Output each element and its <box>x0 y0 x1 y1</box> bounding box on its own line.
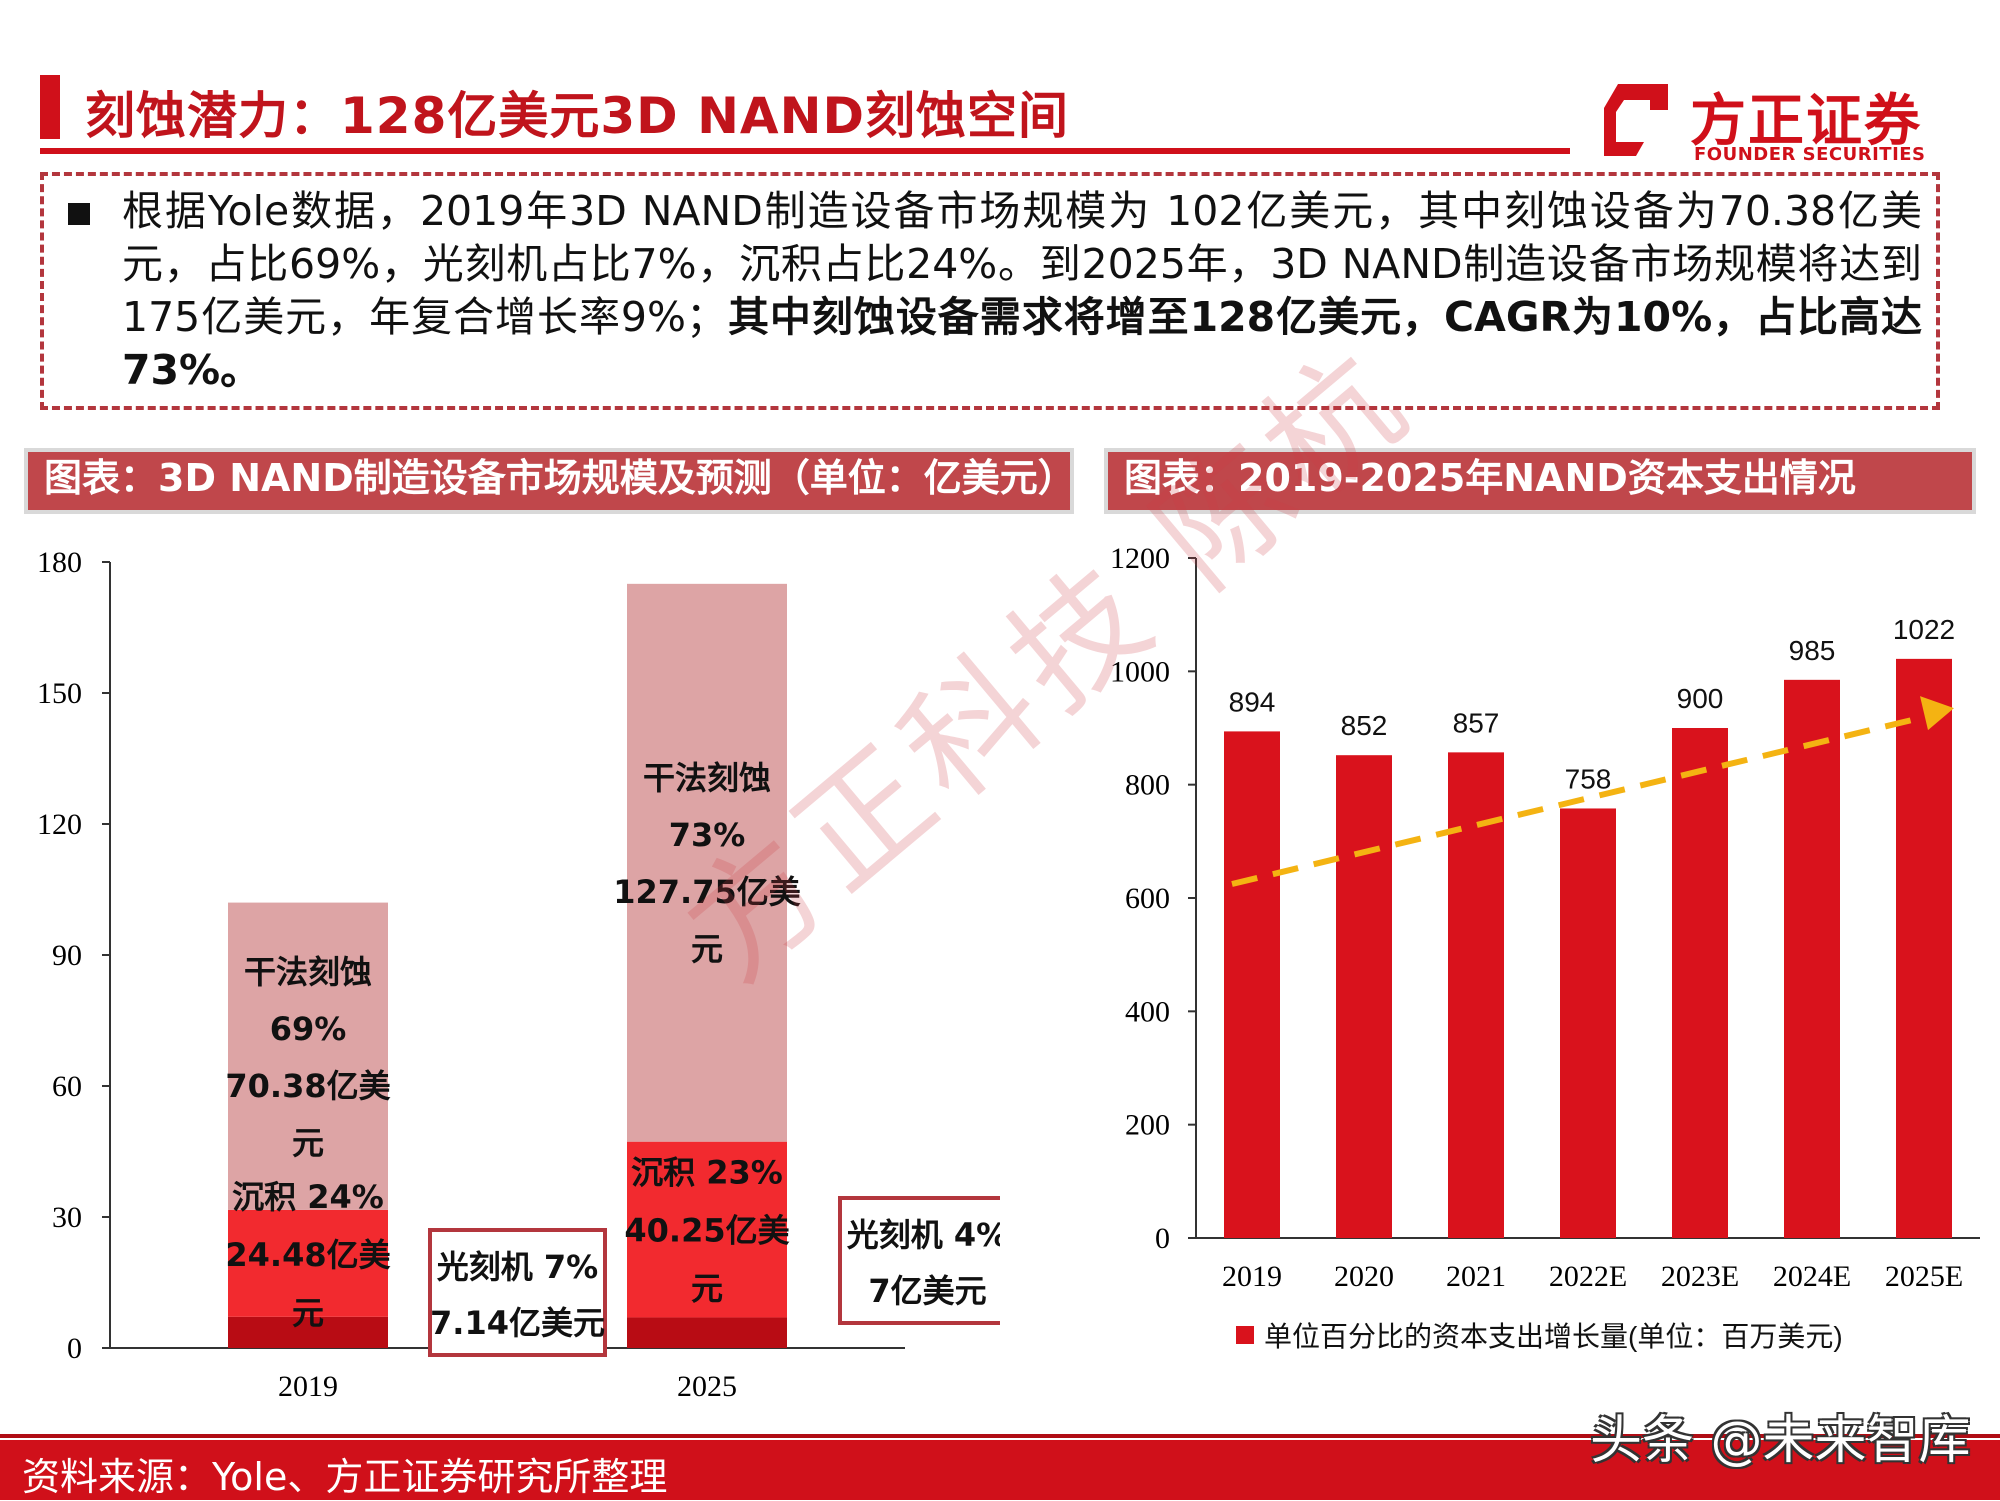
x-tick-label: 2025E <box>1885 1260 1963 1293</box>
lithography-callout-box <box>838 1196 1000 1325</box>
bullet-square-icon <box>68 203 90 225</box>
bar-value-label: 900 <box>1677 683 1724 714</box>
x-tick-label: 2021 <box>1446 1260 1506 1293</box>
bar-segment-光刻机 <box>228 1316 388 1348</box>
summary-paragraph: 根据Yole数据，2019年3D NAND制造设备市场规模为 102亿美元，其中… <box>122 185 1922 397</box>
deposition-data-label: 24.48亿美 <box>225 1236 390 1274</box>
lithography-callout-label: 光刻机 4% <box>847 1216 1000 1254</box>
capex-bar <box>1560 808 1616 1238</box>
bar-segment-干法刻蚀 <box>627 583 787 1142</box>
y-tick-label: 30 <box>52 1201 82 1234</box>
capex-bar <box>1896 658 1952 1238</box>
summary-box <box>40 172 1940 410</box>
bar-segment-干法刻蚀 <box>228 902 388 1210</box>
etch-data-label: 干法刻蚀 <box>244 953 372 991</box>
y-tick-label: 150 <box>37 677 82 710</box>
bar-value-label: 852 <box>1341 710 1388 741</box>
deposition-data-label: 沉积 23% <box>631 1154 783 1192</box>
capex-bar <box>1448 752 1504 1238</box>
page-title: 刻蚀潜力：128亿美元3D NAND刻蚀空间 <box>85 87 1069 145</box>
summary-bold-text: 其中刻蚀设备需求将增至128亿美元，CAGR为10%，占比高达73%。 <box>122 293 1922 394</box>
y-tick-label: 200 <box>1125 1109 1170 1142</box>
title-underline <box>40 148 1570 154</box>
x-tick-label: 2022E <box>1549 1260 1627 1293</box>
bar-value-label: 857 <box>1453 707 1500 738</box>
bar-value-label: 894 <box>1229 686 1276 717</box>
legend-swatch <box>1236 1326 1254 1344</box>
title-accent-bar <box>40 75 60 139</box>
bar-segment-沉积 <box>627 1141 787 1318</box>
y-tick-label: 120 <box>37 808 82 841</box>
bar-segment-光刻机 <box>627 1317 787 1348</box>
footer-band <box>0 1440 2000 1500</box>
etch-data-label: 70.38亿美 <box>225 1067 390 1105</box>
x-tick-label: 2020 <box>1334 1260 1394 1293</box>
etch-data-label: 干法刻蚀 <box>643 759 771 797</box>
capex-bar-chart: 0 200 400 600 800 1000 1200 894 2019 852 2020 857 20… <box>1110 542 1980 1352</box>
etch-data-label: 元 <box>691 930 723 968</box>
logo-subtext: FOUNDER SECURITIES <box>1694 144 1926 165</box>
right-chart-title: 图表：2019-2025年NAND资本支出情况 <box>1104 448 1976 514</box>
bar-value-label: 758 <box>1565 763 1612 794</box>
bar-segment-沉积 <box>228 1209 388 1317</box>
y-tick-label: 90 <box>52 939 82 972</box>
etch-data-label: 元 <box>292 1124 324 1162</box>
y-tick-label: 0 <box>67 1332 82 1365</box>
left-chart-title: 图表：3D NAND制造设备市场规模及预测（单位：亿美元） <box>24 448 1074 514</box>
logo-text: 方正证券 <box>1690 89 1922 154</box>
x-tick-label: 2025 <box>677 1370 737 1403</box>
deposition-data-label: 元 <box>691 1270 723 1308</box>
y-tick-label: 0 <box>1155 1222 1170 1255</box>
etch-data-label: 127.75亿美 <box>613 873 801 911</box>
deposition-data-label: 沉积 24% <box>232 1178 384 1216</box>
deposition-data-label: 40.25亿美 <box>624 1212 789 1250</box>
etch-data-label: 73% <box>669 816 746 854</box>
y-tick-label: 180 <box>37 546 82 579</box>
credit-watermark: 头条 @未来智库 <box>1590 1411 1971 1471</box>
legend-label: 单位百分比的资本支出增长量(单位：百万美元) <box>1264 1321 1843 1352</box>
capex-bar <box>1336 755 1392 1238</box>
y-tick-label: 1200 <box>1110 542 1170 575</box>
x-tick-label: 2023E <box>1661 1260 1739 1293</box>
footer-rule <box>0 1434 2000 1438</box>
y-tick-label: 1000 <box>1110 655 1170 688</box>
capex-bar <box>1224 731 1280 1238</box>
x-tick-label: 2019 <box>1222 1260 1282 1293</box>
lithography-callout-box <box>428 1228 607 1357</box>
y-tick-label: 400 <box>1125 995 1170 1028</box>
y-tick-label: 60 <box>52 1070 82 1103</box>
lithography-callout-label: 光刻机 7% <box>437 1248 598 1286</box>
x-tick-label: 2024E <box>1773 1260 1851 1293</box>
capex-bar <box>1784 679 1840 1238</box>
trend-arrow-line <box>1231 713 1929 887</box>
etch-data-label: 69% <box>270 1010 347 1048</box>
bar-value-label: 1022 <box>1893 614 1955 645</box>
capex-bar <box>1672 728 1728 1238</box>
source-note: 资料来源：Yole、方正证券研究所整理 <box>22 1455 668 1499</box>
y-tick-label: 600 <box>1125 882 1170 915</box>
summary-normal-text: 根据Yole数据，2019年3D NAND制造设备市场规模为 102亿美元，其中… <box>122 187 1922 341</box>
trend-arrow-head-icon <box>1920 696 1954 731</box>
founder-logo-icon <box>1604 84 1668 156</box>
bar-value-label: 985 <box>1789 635 1836 666</box>
deposition-data-label: 元 <box>292 1294 324 1332</box>
y-tick-label: 800 <box>1125 769 1170 802</box>
lithography-callout-label: 7.14亿美元 <box>430 1304 605 1342</box>
lithography-callout-label: 7亿美元 <box>868 1272 986 1310</box>
x-tick-label: 2019 <box>278 1370 338 1403</box>
